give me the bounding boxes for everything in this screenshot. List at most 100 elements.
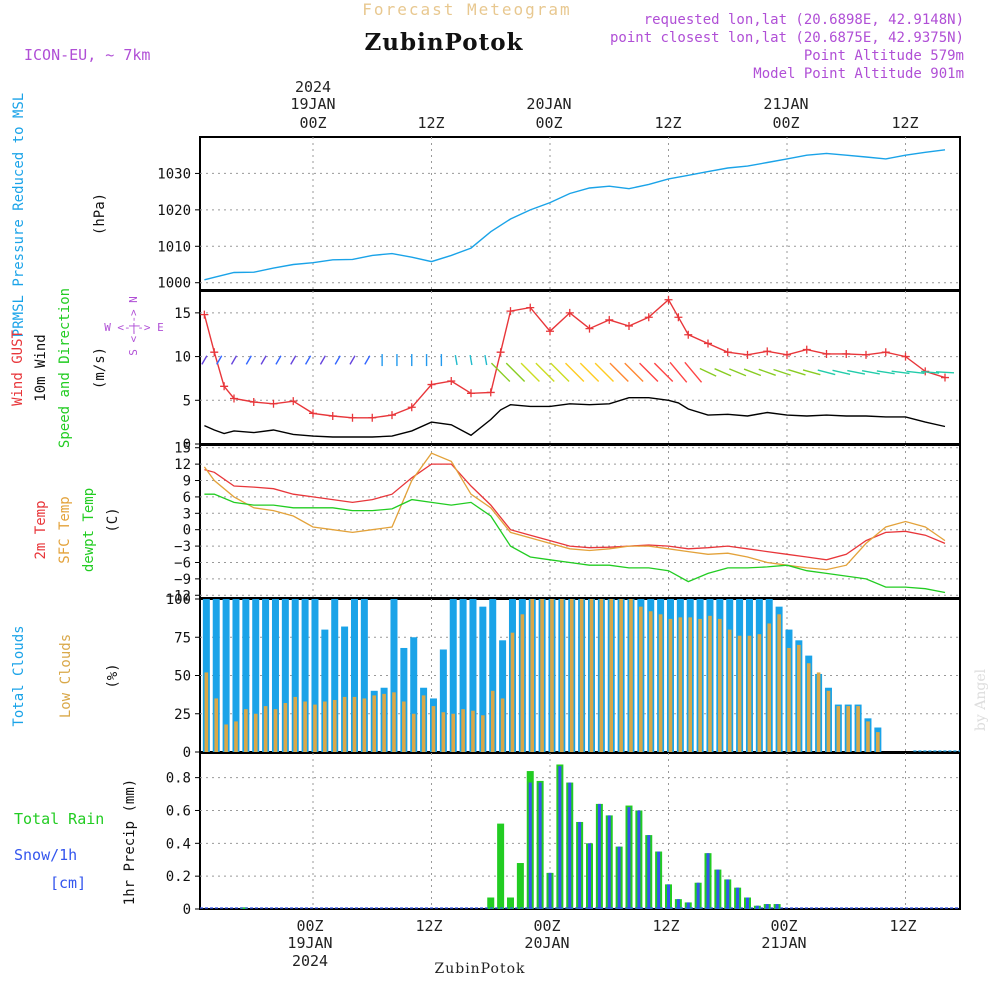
- low-cloud-bar: [332, 699, 337, 752]
- low-cloud-bar: [313, 704, 317, 752]
- top-year-label: 2024: [295, 78, 331, 96]
- gust-marker: [605, 315, 614, 324]
- wind-arrow: [935, 371, 955, 374]
- snow-bar: [558, 766, 562, 909]
- snow-bar: [637, 810, 641, 909]
- total-cloud-bar: [281, 599, 289, 752]
- wind-arrow: [216, 355, 223, 365]
- low-cloud-bar: [629, 599, 633, 752]
- gust-marker: [684, 330, 693, 339]
- low-cloud-bar: [510, 632, 515, 752]
- bottom-tick-12z-3: 12Z: [889, 917, 916, 935]
- top-tick-12z-3: 12Z: [891, 114, 918, 132]
- total-cloud-bar: [301, 599, 309, 752]
- snow-label: Snow/1h: [14, 846, 77, 864]
- dewpt-line: [204, 493, 946, 594]
- wind-arrow: [230, 355, 238, 365]
- gust-marker: [644, 313, 653, 322]
- wind-line: [204, 397, 946, 438]
- y-tick-label: 3: [183, 506, 191, 522]
- low-cloud-bar: [481, 715, 485, 752]
- low-cloud-bar: [490, 690, 495, 752]
- prmsl-label: PRMSL Pressure Reduced to MSL: [11, 93, 27, 337]
- low-cloud-bar: [708, 615, 712, 752]
- rain-bar: [516, 863, 524, 909]
- pressure-ylabel: (hPa): [92, 193, 108, 235]
- low-cloud-bar: [678, 617, 683, 752]
- bottom-tick-00z-2: 00Z: [533, 917, 560, 935]
- snow-bar: [755, 905, 759, 909]
- snow-bar: [597, 803, 601, 909]
- low-cloud-bar: [234, 721, 238, 752]
- wind-arrow: [579, 362, 600, 382]
- rain-bar: [240, 907, 248, 909]
- y-tick-label: 0: [183, 902, 191, 918]
- y-tick-label: 0.8: [166, 771, 191, 787]
- total-rain-label: Total Rain: [14, 810, 104, 828]
- low-cloud-bar: [382, 693, 386, 752]
- low-cloud-bar: [806, 663, 811, 752]
- low-cloud-bar: [342, 696, 347, 752]
- gust-marker: [783, 350, 791, 359]
- wind-arrow: [861, 370, 880, 375]
- gust-marker: [309, 409, 317, 418]
- panel-1: 1000 1010 1020 1030: [157, 136, 961, 292]
- wind-arrow: [817, 369, 836, 376]
- low-cloud-bar: [718, 618, 722, 752]
- wind-10m-label: 10m Wind: [33, 334, 49, 401]
- low-cloud-bar: [253, 713, 258, 752]
- total-cloud-bar: [439, 649, 447, 752]
- gust-marker: [328, 412, 337, 421]
- low-clouds-label: Low Clouds: [58, 634, 74, 718]
- panel-frame: [199, 136, 961, 291]
- low-cloud-bar: [639, 606, 643, 752]
- snow-bar: [528, 782, 532, 909]
- temp2m-label: 2m Temp: [33, 500, 49, 559]
- footer-location: ZubinPotok: [434, 961, 525, 977]
- low-cloud-bar: [777, 614, 781, 752]
- wind-arrow: [906, 370, 925, 374]
- total-cloud-bar: [212, 599, 220, 752]
- total-cloud-bar: [242, 599, 250, 752]
- snow-bar: [696, 882, 700, 909]
- low-cloud-bar: [214, 698, 219, 752]
- gust-marker: [664, 295, 673, 304]
- gust-marker: [743, 350, 752, 359]
- model-altitude: Model Point Altitude 901m: [753, 66, 964, 82]
- y-tick-label: 15: [174, 306, 191, 322]
- low-cloud-bar: [599, 599, 604, 752]
- gust-marker: [763, 347, 772, 356]
- y-tick-label: 6: [183, 490, 191, 506]
- wind-arrow: [490, 362, 511, 382]
- gust-marker: [200, 310, 209, 319]
- low-cloud-bar: [500, 698, 505, 752]
- y-tick-label: 5: [183, 393, 191, 409]
- snow-bar: [765, 904, 769, 909]
- low-cloud-bar: [569, 599, 574, 752]
- y-tick-label: 1000: [157, 276, 191, 292]
- snow-unit-label: [cm]: [50, 874, 86, 892]
- total-clouds-label: Total Clouds: [11, 625, 27, 726]
- total-cloud-bar: [252, 599, 260, 752]
- wind-arrow: [802, 369, 821, 376]
- pressure-line: [204, 149, 946, 281]
- gust-marker: [546, 327, 554, 336]
- low-cloud-bar: [876, 732, 880, 752]
- wind-arrow: [743, 368, 762, 377]
- wind-arrow: [921, 370, 940, 374]
- total-cloud-bar: [459, 599, 467, 752]
- y-tick-label: 25: [174, 707, 191, 723]
- wind-arrow: [876, 370, 895, 375]
- low-cloud-bar: [589, 599, 594, 752]
- temp-ylabel: (C): [105, 507, 121, 532]
- snow-bar: [726, 879, 730, 909]
- wind-arrow: [275, 355, 282, 365]
- top-day-label-2: 20JAN: [526, 95, 571, 113]
- low-cloud-bar: [846, 706, 851, 752]
- wind-arrow: [520, 362, 540, 382]
- gust-marker: [901, 352, 910, 361]
- y-tick-label: 0: [183, 523, 191, 539]
- gust-marker: [704, 339, 712, 348]
- wind-arrow: [609, 362, 629, 382]
